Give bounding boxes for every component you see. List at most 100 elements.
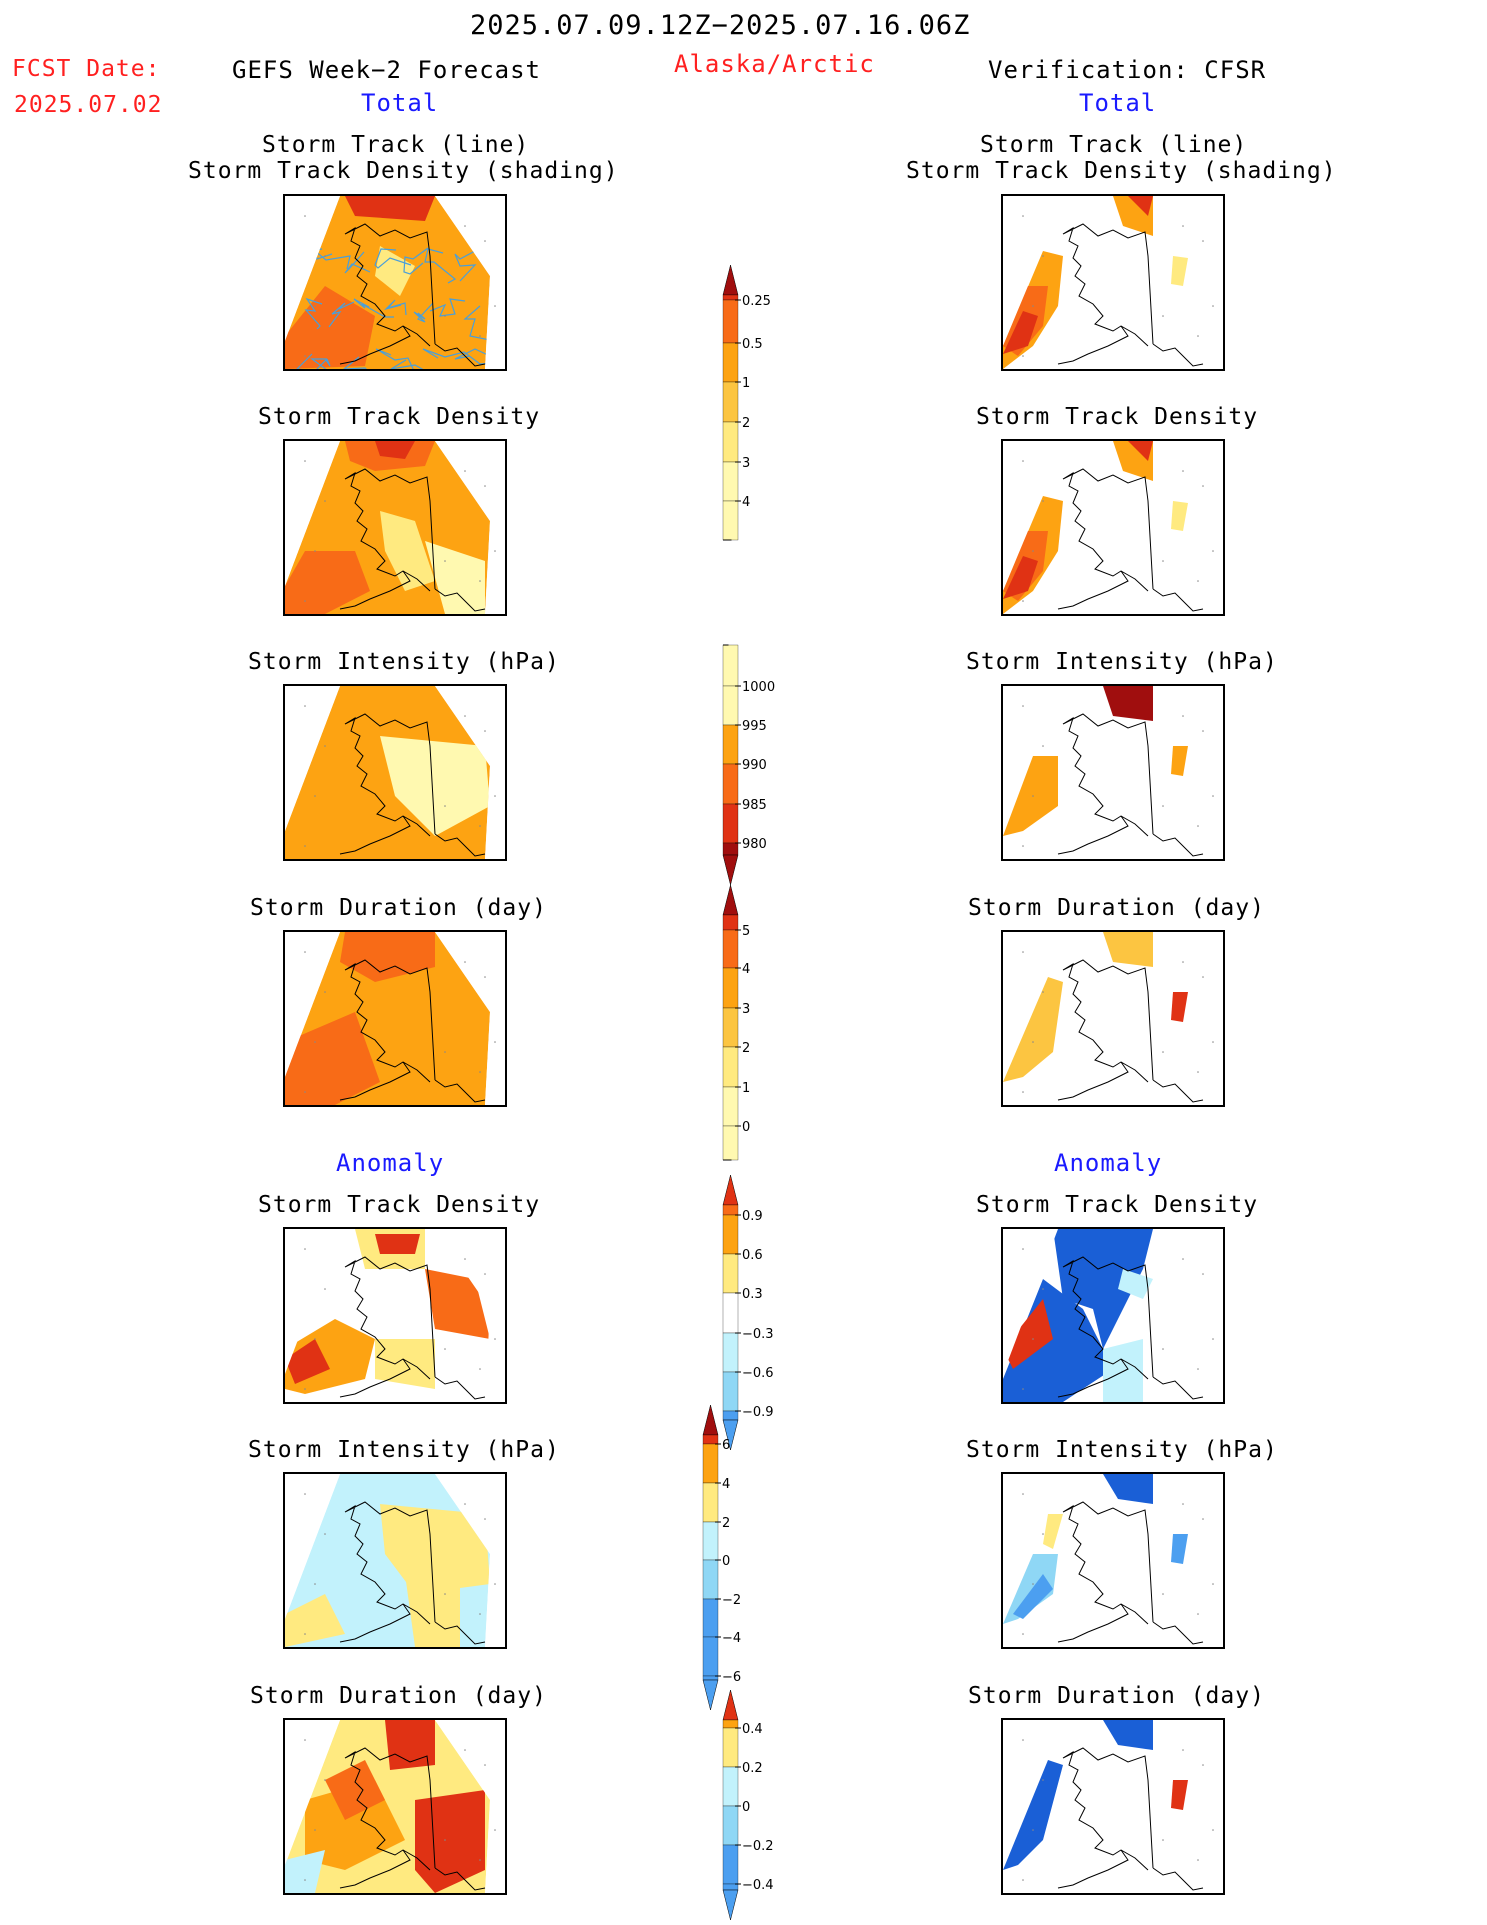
colorbar-segment	[722, 294, 739, 301]
colorbar-segment	[722, 967, 739, 1009]
colorbar-tick-label: −0.4	[742, 1878, 774, 1893]
colorbar-arrow-top	[702, 1404, 719, 1436]
panel-title: Storm Duration (day)	[250, 1683, 547, 1709]
colorbar-segment	[722, 1332, 739, 1373]
map-forecast-duration	[283, 930, 507, 1107]
grid-dot	[1197, 1613, 1199, 1615]
map-shading-region	[1003, 1299, 1053, 1369]
map-shading-region	[375, 1234, 420, 1254]
coastline	[1057, 1501, 1204, 1645]
map-shading-region	[1171, 1534, 1188, 1564]
map-shading-base	[1003, 932, 1208, 1105]
grid-dot	[1042, 500, 1044, 502]
grid-dot	[464, 1503, 466, 1505]
colorbar-tick-label: −0.3	[742, 1327, 774, 1342]
grid-dot	[1042, 991, 1044, 993]
map-shading-region	[1103, 1720, 1153, 1750]
colorbar-tick-label: −4	[722, 1631, 741, 1646]
grid-dot	[304, 1248, 306, 1250]
grid-dot	[1022, 1493, 1024, 1495]
grid-dot	[1032, 795, 1034, 797]
grid-dot	[1022, 1091, 1024, 1093]
colorbar-tick-label: 0.5	[742, 337, 763, 352]
grid-dot	[1182, 961, 1184, 963]
colorbar-tick-label: −6	[722, 1670, 741, 1685]
grid-dot	[484, 1518, 486, 1520]
colorbar-1: 0.25 0.5 1 2 3 4	[722, 264, 771, 541]
grid-dot	[1197, 825, 1199, 827]
map-shading-region	[1013, 1574, 1053, 1619]
grid-dot	[444, 1593, 446, 1595]
grid-dot	[484, 240, 486, 242]
grid-dot	[1197, 1368, 1199, 1370]
colorbar-segment	[722, 1125, 739, 1161]
grid-dot	[324, 255, 326, 257]
map-forecast-anomaly-track-density	[283, 1227, 507, 1404]
colorbar-segment	[722, 500, 739, 541]
map-shading-region	[425, 1269, 490, 1339]
colorbar-2: 1000 995 990 985 980	[722, 644, 775, 886]
grid-dot	[479, 1368, 481, 1370]
panel-title: Storm Duration (day)	[968, 1683, 1265, 1709]
grid-dot	[484, 976, 486, 978]
colorbar-arrow-bottom	[722, 854, 739, 886]
colorbar-tick-label: −0.2	[742, 1839, 774, 1854]
coastline	[1057, 223, 1204, 367]
grid-dot	[304, 600, 306, 602]
map-shading-base	[1003, 686, 1208, 859]
grid-dot	[1162, 1051, 1164, 1053]
colorbar-segment	[722, 1410, 739, 1421]
colorbar-tick-label: 1	[742, 1081, 750, 1096]
grid-dot	[484, 730, 486, 732]
panel-title: Storm Track Density	[976, 404, 1259, 430]
grid-dot	[1032, 305, 1034, 307]
coastline	[339, 1256, 486, 1400]
grid-dot	[1202, 976, 1204, 978]
colorbar-segment	[702, 1675, 719, 1681]
colorbar-segment	[722, 1727, 739, 1768]
colorbar-segment	[702, 1598, 719, 1638]
coastline	[1057, 1747, 1204, 1891]
grid-dot	[1022, 705, 1024, 707]
colorbar-segment	[722, 1007, 739, 1048]
colorbar-tick-label: 2	[722, 1516, 730, 1531]
grid-dot	[494, 550, 496, 552]
coastline	[339, 1501, 486, 1645]
panel-title: Storm Intensity (hPa)	[966, 1437, 1278, 1463]
grid-dot	[1182, 715, 1184, 717]
map-shading-region	[1171, 501, 1188, 531]
map-shading-region	[1003, 556, 1038, 599]
grid-dot	[324, 745, 326, 747]
colorbar-segment	[702, 1559, 719, 1600]
grid-dot	[1022, 215, 1024, 217]
colorbar-3: 0 1 2 3 4 5	[722, 884, 750, 1161]
map-shading-region	[1103, 932, 1153, 967]
colorbar-segment	[722, 1253, 739, 1294]
grid-dot	[304, 460, 306, 462]
map-shading-base	[1003, 441, 1208, 614]
panel-title: Storm Intensity (hPa)	[966, 649, 1278, 675]
colorbar-segment	[702, 1636, 719, 1677]
colorbar-tick-label: 985	[742, 798, 767, 813]
verification-title: Verification: CFSR	[988, 56, 1267, 84]
anomaly-right-label: Anomaly	[1054, 1149, 1163, 1177]
grid-dot	[304, 1739, 306, 1741]
grid-dot	[1182, 1503, 1184, 1505]
grid-dot	[304, 1493, 306, 1495]
panel-title: Storm Track Density (shading)	[906, 158, 1337, 184]
grid-dot	[304, 1091, 306, 1093]
colorbar-segment	[722, 929, 739, 969]
grid-dot	[464, 470, 466, 472]
colorbar-tick-label: 0	[742, 1120, 750, 1135]
grid-dot	[1032, 1338, 1034, 1340]
grid-dot	[1197, 1859, 1199, 1861]
colorbar-tick-label: 2	[742, 1041, 750, 1056]
grid-dot	[1032, 1583, 1034, 1585]
grid-dot	[494, 1829, 496, 1831]
fcst-date-value: 2025.07.02	[14, 92, 163, 118]
grid-dot	[484, 1273, 486, 1275]
map-shading-region	[380, 511, 435, 591]
colorbar-4: 0.9 0.6 0.3 −0.3 −0.6 −0.9	[722, 1174, 774, 1451]
map-shading-region	[1003, 1760, 1063, 1870]
map-verification-duration	[1001, 930, 1225, 1107]
